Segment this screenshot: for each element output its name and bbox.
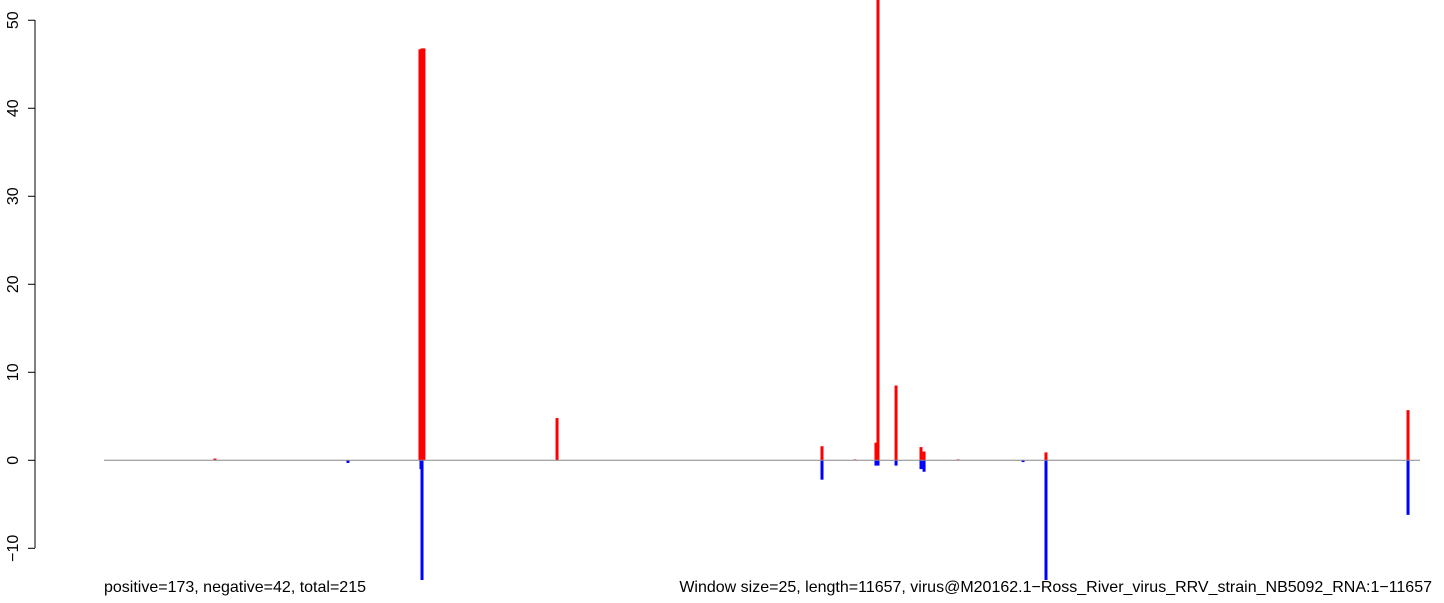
y-tick-label: −10	[5, 535, 22, 562]
caption-left: positive=173, negative=42, total=215	[104, 579, 366, 596]
bar	[820, 446, 824, 461]
y-tick-label: 0	[5, 456, 22, 465]
bar	[894, 385, 898, 461]
bar	[876, 0, 880, 461]
bar	[213, 458, 217, 461]
bar	[422, 48, 426, 461]
y-tick-label: 30	[5, 187, 22, 205]
plot-area	[213, 0, 1410, 580]
bar	[922, 451, 926, 461]
y-tick-label: 40	[5, 99, 22, 117]
bar	[555, 418, 559, 461]
bar	[919, 460, 923, 470]
y-tick-label: 20	[5, 275, 22, 293]
bar	[420, 48, 424, 461]
bar	[874, 460, 878, 466]
bar	[820, 460, 824, 480]
bar	[1044, 452, 1048, 461]
bar	[1406, 410, 1410, 461]
y-tick-label: 10	[5, 363, 22, 381]
bar	[922, 460, 926, 472]
bar	[874, 442, 878, 461]
bar	[1044, 460, 1048, 580]
bar	[1021, 460, 1025, 463]
bar	[919, 447, 923, 461]
bar	[1406, 460, 1410, 515]
caption-right: Window size=25, length=11657, virus@M201…	[679, 579, 1432, 596]
y-tick-label: 50	[5, 11, 22, 29]
bar	[346, 460, 350, 463]
bar	[418, 49, 422, 461]
bar	[894, 460, 898, 466]
bar	[420, 460, 424, 580]
bar	[876, 460, 880, 466]
